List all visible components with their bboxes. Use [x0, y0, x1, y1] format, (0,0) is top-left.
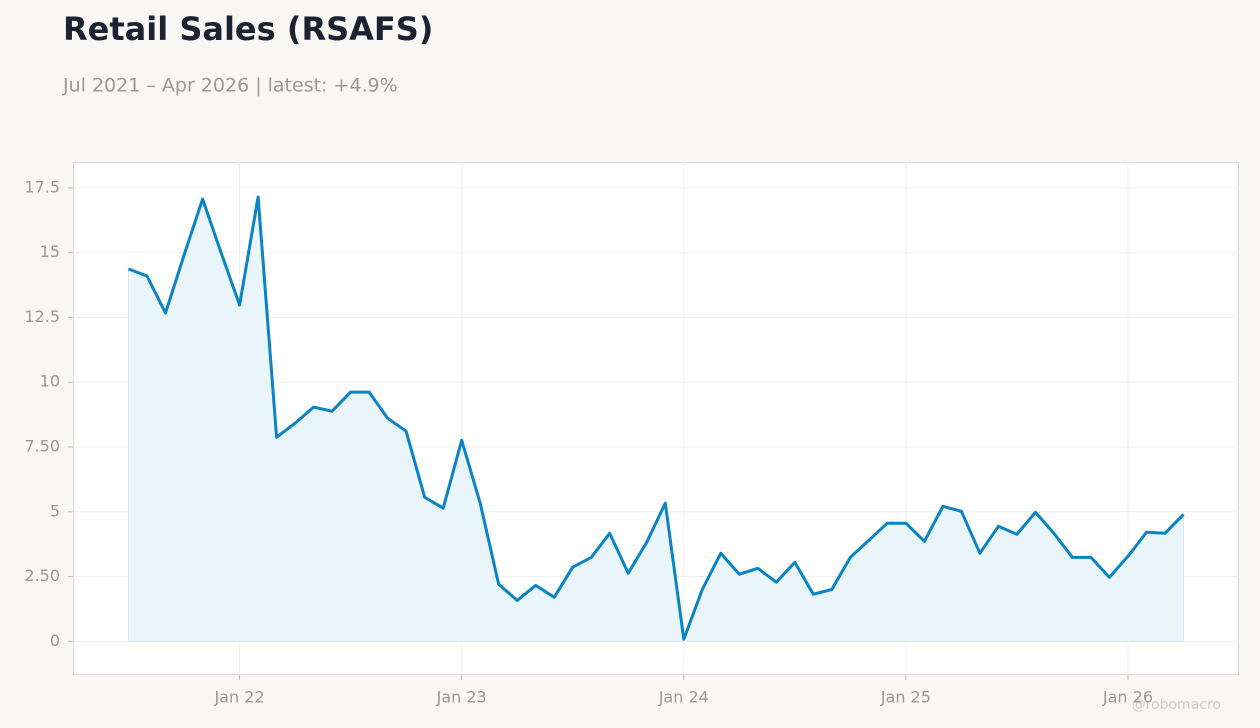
y-tick-label: 15	[40, 242, 60, 261]
chart-subtitle: Jul 2021 – Apr 2026 | latest: +4.9%	[62, 75, 398, 97]
y-tick-label: 7.50	[24, 437, 60, 456]
x-tick-label: Jan 26	[1102, 688, 1153, 707]
line	[127, 195, 1185, 641]
chart-title: Retail Sales (RSAFS)	[63, 10, 433, 48]
x-tick-label: Jan 25	[880, 688, 931, 707]
y-tick-label: 10	[40, 372, 60, 391]
x-tick-label: Jan 23	[436, 688, 487, 707]
y-tick-label: 0	[50, 631, 60, 650]
y-tick-label: 5	[50, 501, 60, 520]
x-tick-label: Jan 22	[214, 688, 265, 707]
y-tick-label: 17.5	[24, 177, 60, 196]
watermark: @robomacro	[1132, 697, 1221, 713]
y-tick-label: 2.50	[24, 566, 60, 585]
y-tick-label: 12.5	[24, 307, 60, 326]
x-tick-label: Jan 24	[658, 688, 709, 707]
